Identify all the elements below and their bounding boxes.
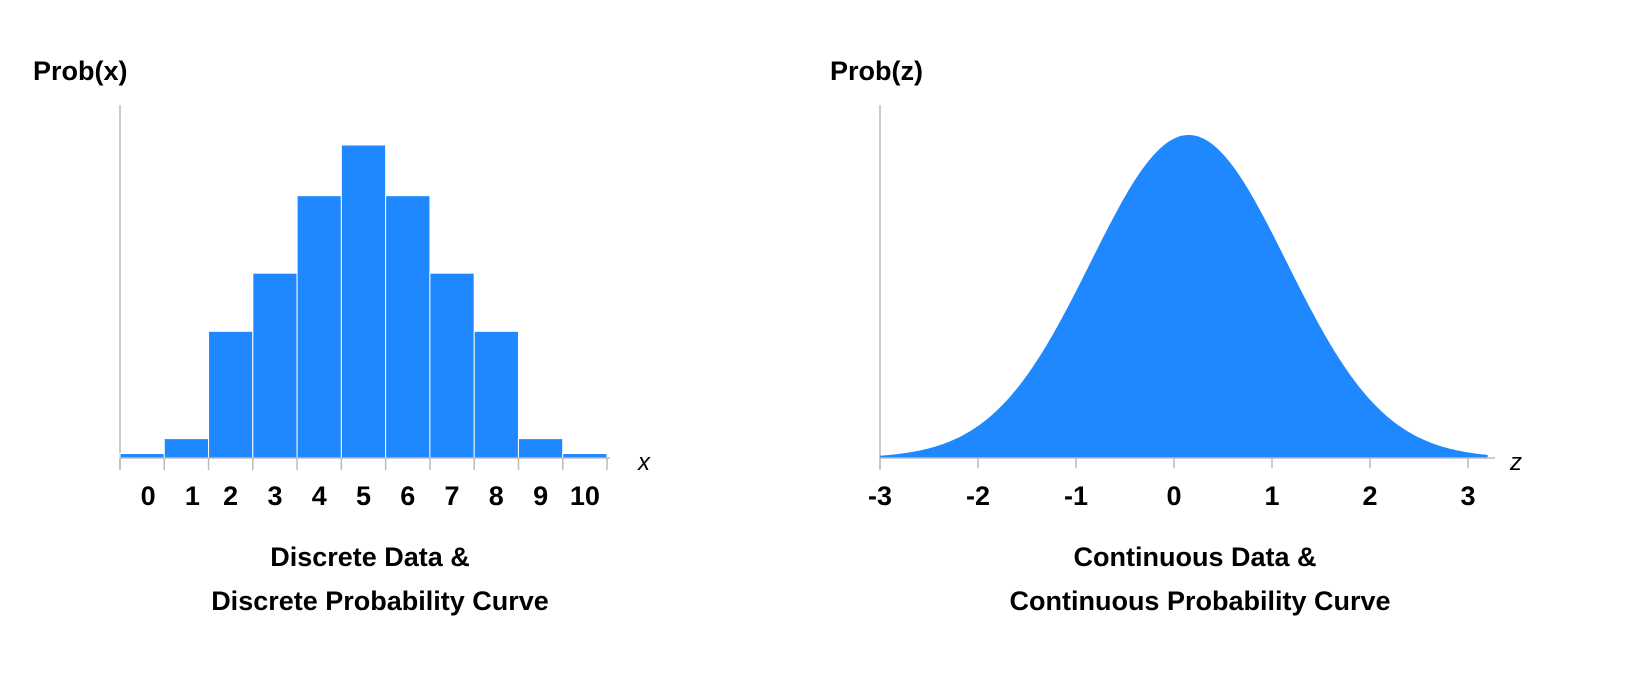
x-tick-label-0: 0 [141, 481, 156, 511]
right-y-axis-label: Prob(z) [830, 56, 923, 86]
bar-1 [163, 438, 210, 459]
bar-3 [252, 272, 298, 459]
x-tick-label-3: 3 [1460, 481, 1475, 511]
x-tick-label-3: 3 [267, 481, 282, 511]
x-tick-label-6: 6 [400, 481, 415, 511]
x-tick-label-4: 4 [312, 481, 327, 511]
x-tick-label-0: 0 [1166, 481, 1181, 511]
x-tick-label-9: 9 [533, 481, 548, 511]
x-tick-label-1: 1 [1264, 481, 1279, 511]
x-tick-label-10: 10 [570, 481, 600, 511]
left-y-axis-label: Prob(x) [33, 56, 128, 86]
x-tick-label-2: 2 [223, 481, 238, 511]
bar-6 [385, 195, 431, 459]
x-tick-label-8: 8 [489, 481, 504, 511]
bar-4 [296, 195, 342, 459]
x-tick-label--1: -1 [1064, 481, 1088, 511]
discrete-chart: Prob(x) 0 1 2 3 4 5 6 7 8 9 10 x Discrete Data & D… [33, 56, 651, 616]
bar-5 [340, 144, 387, 459]
left-x-axis-label: x [637, 449, 651, 476]
bar-8 [473, 330, 519, 459]
continuous-chart: Prob(z) -3 -2 -1 0 1 2 3 z Continuous Data & C… [830, 56, 1522, 616]
right-x-axis-label: z [1509, 449, 1522, 476]
x-tick-label--3: -3 [868, 481, 892, 511]
x-tick-label-2: 2 [1362, 481, 1377, 511]
x-tick-label-7: 7 [445, 481, 460, 511]
x-tick-label-5: 5 [356, 481, 371, 511]
bar-7 [429, 272, 475, 459]
x-tick-label-1: 1 [185, 481, 200, 511]
probability-curve-area [880, 135, 1488, 458]
right-title-line-2: Continuous Probability Curve [1009, 586, 1390, 616]
left-title-line-1: Discrete Data & [270, 542, 470, 572]
right-title-line-1: Continuous Data & [1074, 542, 1317, 572]
bar-9 [517, 438, 564, 459]
left-title-line-2: Discrete Probability Curve [211, 586, 549, 616]
bar-2 [208, 330, 254, 459]
x-tick-label--2: -2 [966, 481, 990, 511]
